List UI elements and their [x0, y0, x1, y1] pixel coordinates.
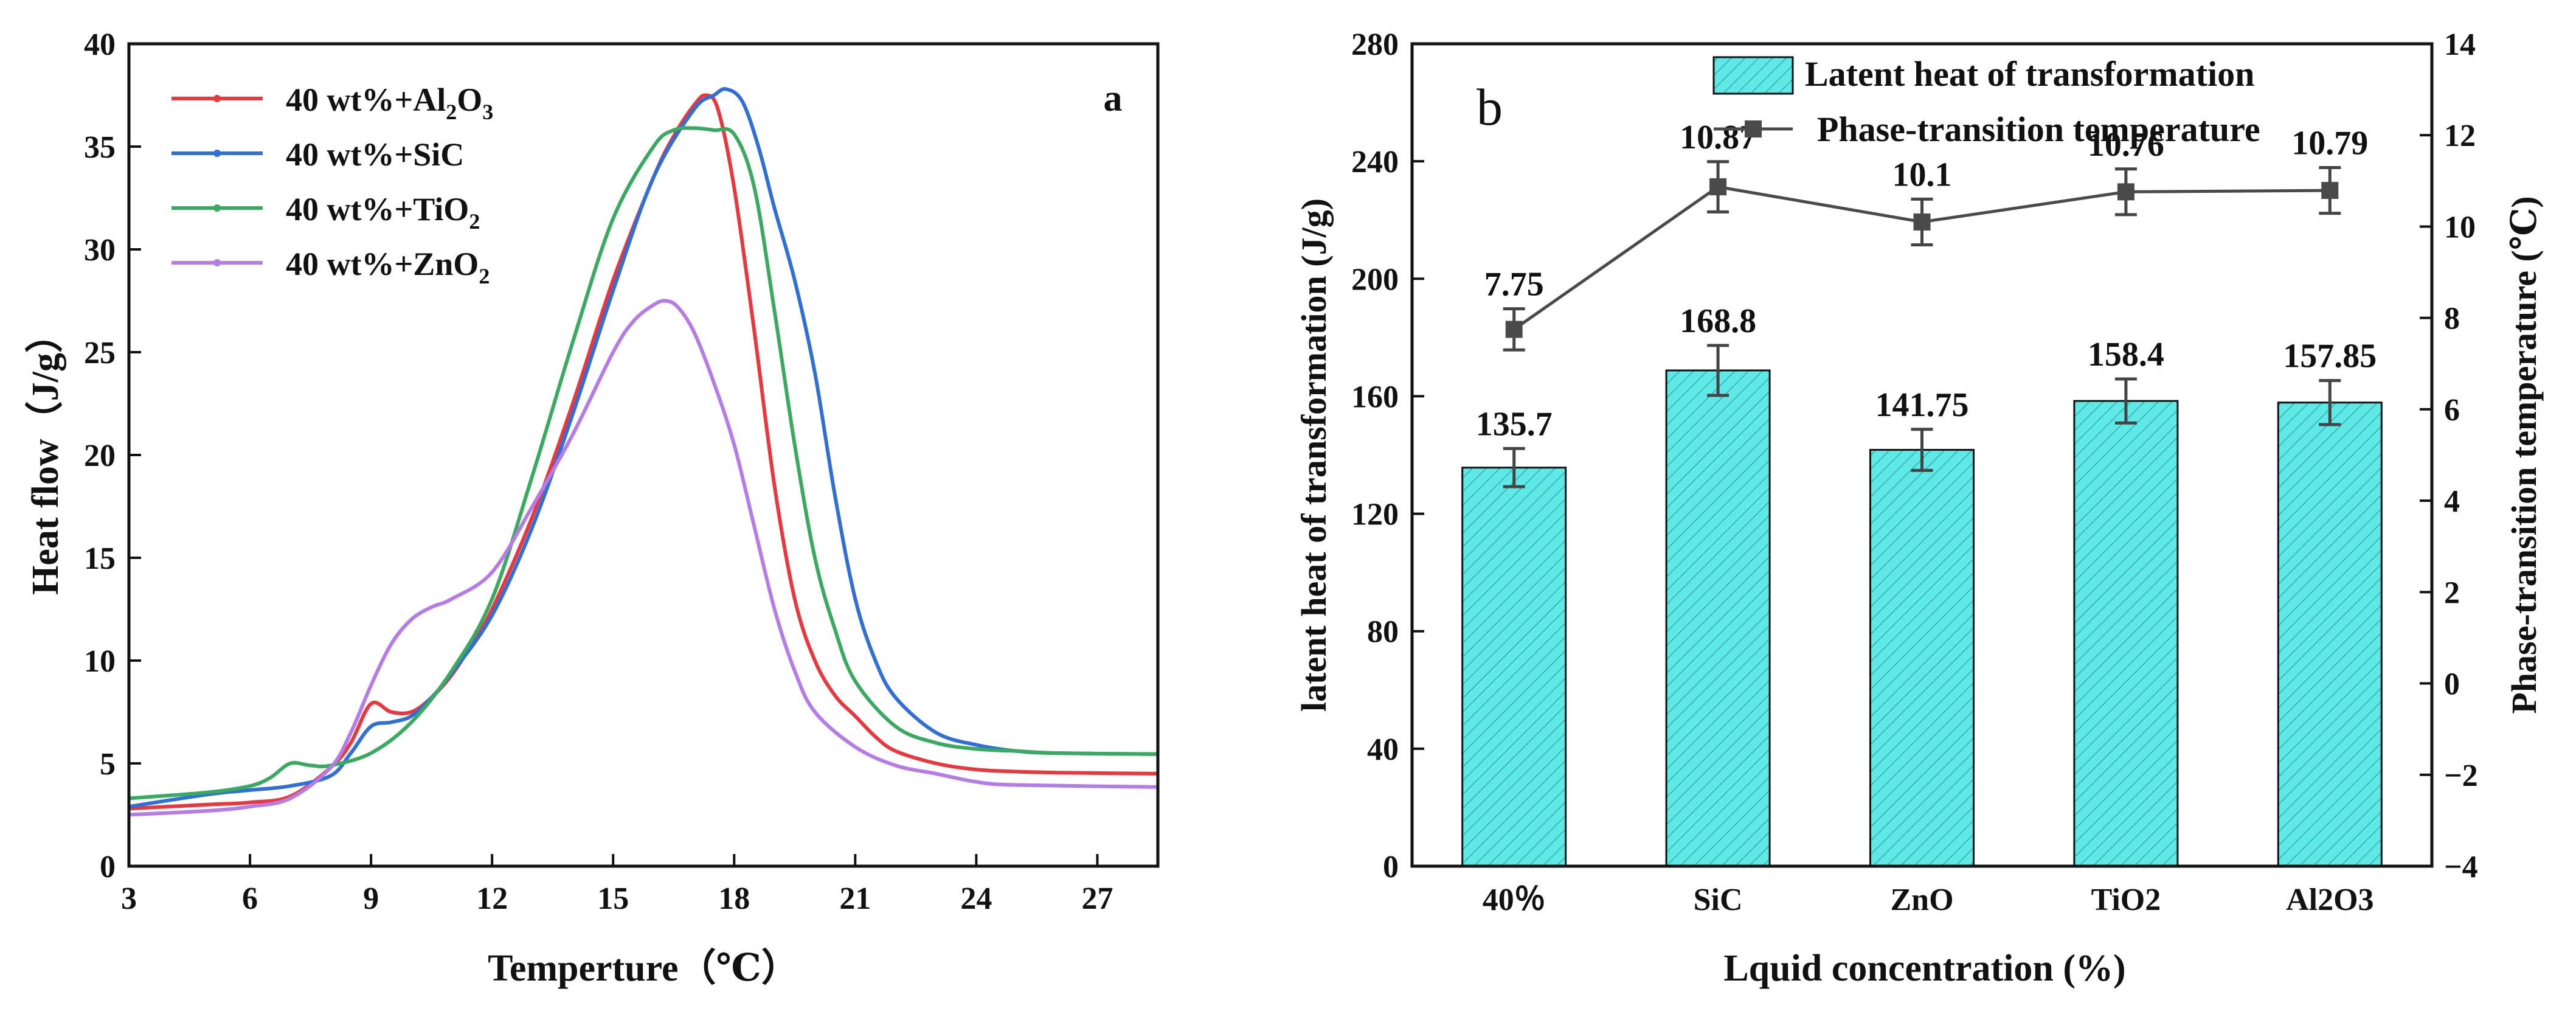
panel-a-x-tick-label: 6 [242, 881, 258, 916]
legend-label-tio2: 40 wt%+TiO2 [286, 191, 480, 234]
temperature-point [1913, 213, 1931, 231]
panel-b-y2-tick-label: 10 [2444, 210, 2476, 245]
temperature-point [1505, 321, 1523, 338]
panel-a-x-tick-label: 21 [839, 881, 871, 916]
panel-a-x-tick-label: 27 [1081, 881, 1113, 916]
temperature-value-label: 10.87 [1680, 119, 1756, 156]
legend-label-latent-heat: Latent heat of transformation [1805, 54, 2254, 94]
panel-b-y2-tick-label: 6 [2444, 393, 2460, 428]
panel-a-x-tick-label: 15 [597, 881, 629, 916]
panel-b-frame [1410, 42, 2434, 868]
panel-b-y2-tick-label: 14 [2444, 27, 2476, 62]
panel-b-category-label: 40％ [1483, 883, 1546, 917]
temperature-value-label: 10.76 [2088, 126, 2164, 164]
panel-b-y2-tick-label: 0 [2444, 667, 2460, 702]
panel-a-y-tick-label: 15 [84, 541, 116, 576]
panel-a-y-tick-label: 35 [84, 130, 116, 165]
panel-b-category-label: SiC [1694, 883, 1743, 917]
legend-marker-sic [213, 150, 221, 157]
legend-marker-al2o3 [213, 95, 221, 102]
panel-b-y-tick-label: 0 [1383, 850, 1399, 884]
panel-a-ticks: 3 6 9 12 15 18 21 24 27 0 5 10 15 20 25 30 35 40 [84, 27, 1113, 916]
panel-a-y-tick-label: 5 [100, 747, 116, 782]
panel-b-bar-chart: 0 40 80 120 160 200 240 280 −4 −2 0 2 4 6 8 10 12 14 40％ Si… [1294, 27, 2544, 989]
panel-a-x-tick-label: 3 [121, 881, 137, 916]
bar-value-label: 158.4 [2088, 336, 2164, 373]
panel-a-y-tick-label: 40 [84, 27, 116, 62]
panel-b-y2-tick-label: −4 [2444, 850, 2478, 884]
panel-a-line-chart: 3 6 9 12 15 18 21 24 27 0 5 10 15 20 25 30 35 40 a Temper… [24, 27, 1160, 989]
panel-b-category-label: Al2O3 [2286, 883, 2373, 917]
temperature-point [2321, 182, 2339, 200]
panel-b-ticks: 0 40 80 120 160 200 240 280 −4 −2 0 2 4 6 8 10 12 14 40％ Si… [1351, 27, 2478, 917]
panel-b-y2-tick-label: −2 [2444, 759, 2478, 793]
legend-marker-tio2 [213, 204, 221, 212]
legend-label-al2o3: 40 wt%+Al2O3 [286, 82, 493, 124]
bar-value-label: 141.75 [1875, 386, 1969, 424]
temperature-point [1709, 178, 1727, 196]
bar [1869, 449, 1975, 867]
panel-b-category-label: TiO2 [2091, 883, 2161, 917]
panel-b-y2-tick-label: 2 [2444, 575, 2460, 610]
panel-a-x-tick-label: 18 [718, 881, 750, 916]
panel-b-y-tick-label: 120 [1351, 498, 1399, 532]
bar-value-label: 135.7 [1476, 405, 1553, 443]
panel-b-y2-tick-label: 8 [2444, 302, 2460, 336]
temperature-value-label: 7.75 [1484, 266, 1544, 304]
panel-a-x-tick-label: 9 [363, 881, 379, 916]
panel-a-label: a [1104, 78, 1123, 119]
panel-b-y-tick-label: 80 [1367, 615, 1399, 650]
panel-a-y-tick-label: 0 [100, 850, 116, 884]
bar [1665, 369, 1771, 867]
panel-b-bars: 135.7 168.8 141.75 158.4 157.85 [1461, 302, 2383, 867]
panel-b-x-axis-label: Lquid concentration (%) [1723, 948, 2125, 989]
panel-a-y-tick-label: 30 [84, 233, 116, 268]
panel-b-y-tick-label: 40 [1367, 732, 1399, 767]
panel-b-y-tick-label: 240 [1351, 145, 1399, 179]
panel-a-x-tick-label: 12 [476, 881, 508, 916]
temperature-value-label: 10.1 [1892, 156, 1952, 193]
bar [2277, 401, 2383, 867]
panel-a-legend: 40 wt%+Al2O3 40 wt%+SiC 40 wt%+TiO2 40 wt%+… [171, 82, 493, 288]
panel-b-legend: Latent heat of transformation Phase-trans… [1712, 54, 2260, 149]
panel-a-y-axis-label: Heat flow（J/g） [24, 315, 66, 595]
series-line-sic [128, 87, 1158, 808]
series-line-tio2 [128, 126, 1158, 800]
bar [1461, 467, 1567, 867]
panel-a-y-tick-label: 20 [84, 439, 116, 473]
panel-b-temperature-line: 7.75 10.87 10.1 10.76 10.79 [1484, 119, 2368, 352]
panel-b-y-tick-label: 200 [1351, 262, 1399, 297]
panel-a-frame [127, 42, 1160, 868]
legend-marker-zno2 [213, 259, 221, 266]
legend-label-zno2: 40 wt%+ZnO2 [286, 246, 490, 288]
panel-b-y2-tick-label: 12 [2444, 119, 2476, 153]
temperature-value-label: 10.79 [2291, 125, 2368, 162]
panel-a-y-tick-label: 10 [84, 644, 116, 679]
bar-value-label: 157.85 [2283, 338, 2377, 375]
bar [2073, 400, 2179, 867]
panel-a-series [128, 87, 1158, 817]
panel-a-x-axis-label: Temperture（℃） [488, 946, 799, 989]
temperature-point [2117, 183, 2135, 201]
panel-a-x-tick-label: 24 [960, 881, 992, 916]
panel-b-y2-axis-label: Phase-transition temperature (℃) [2504, 196, 2544, 714]
panel-b-y-tick-label: 160 [1351, 380, 1399, 414]
panel-b-label: b [1477, 78, 1503, 136]
legend-label-temperature: Phase-transition temperature [1817, 109, 2260, 149]
panel-b-y-axis-label: latent heat of transformation (J/g) [1294, 198, 1334, 712]
legend-marker-temperature [1745, 120, 1762, 137]
panel-a-y-tick-label: 25 [84, 336, 116, 370]
legend-label-sic: 40 wt%+SiC [286, 136, 464, 173]
panel-b-category-label: ZnO [1890, 883, 1953, 917]
panel-b-y-tick-label: 280 [1351, 27, 1399, 62]
legend-swatch-latent-heat [1712, 56, 1794, 95]
bar-value-label: 168.8 [1680, 302, 1756, 340]
series-line-zno2 [128, 299, 1158, 817]
panel-b-y2-tick-label: 4 [2444, 484, 2460, 519]
